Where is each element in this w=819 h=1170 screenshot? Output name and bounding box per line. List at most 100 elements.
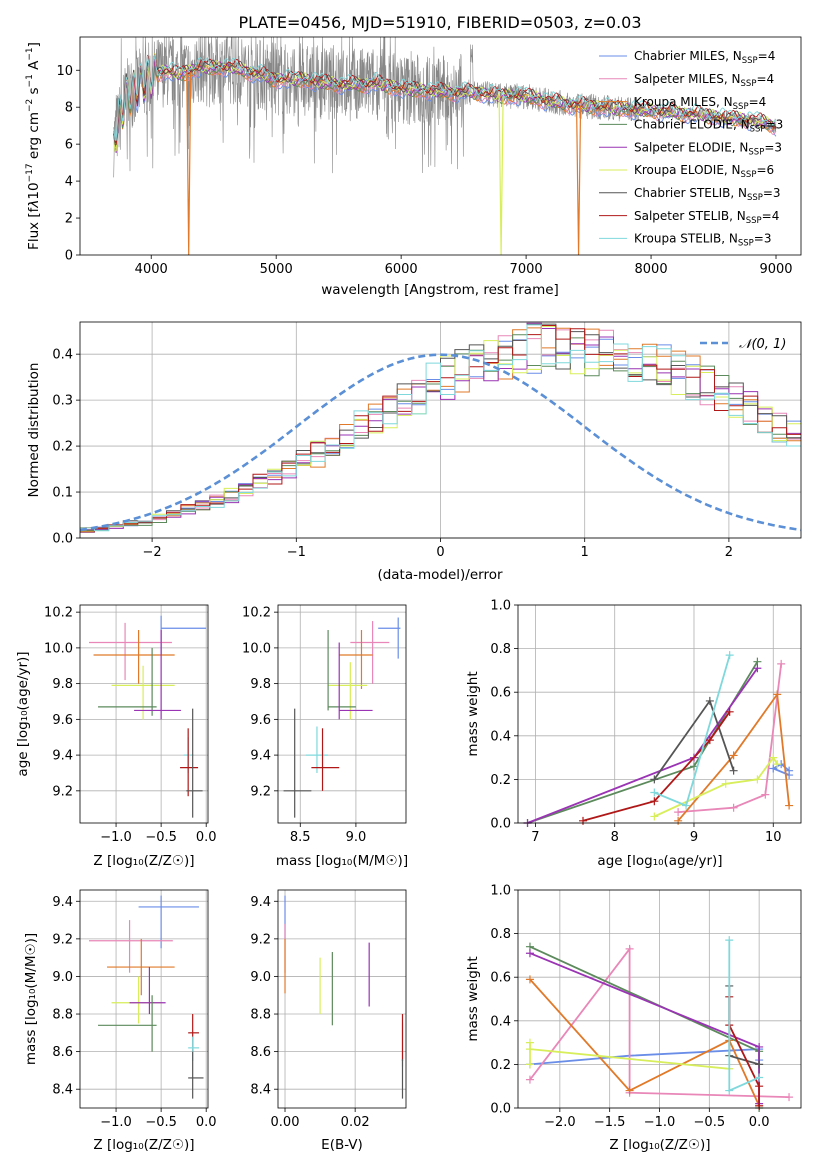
mass-age-ytick-label: 10.0 [242, 641, 271, 656]
z-mass-ylabel: mass [log₁₀(M/M☉)] [23, 933, 39, 1065]
mass-age-panel: 8.5 9.0 9.2 9.4 9.6 9.8 10.0 10.2 mass [log₁₀(M… [242, 604, 408, 869]
histogram-xlabel: (data-model)/error [377, 567, 503, 583]
salpeter-stelib-weight-marker [725, 707, 734, 716]
z-mass-ytick-label: 8.6 [52, 1045, 73, 1060]
age-weight-xtick-label: 9 [690, 830, 698, 845]
histogram-xtick-label: 0 [436, 545, 444, 560]
normal-distribution-curve [79, 353, 802, 532]
histogram-ytick-label: 0.4 [52, 348, 73, 363]
age-weight-xtick-label: 10 [765, 830, 782, 845]
salpeter-miles-weight-line [529, 946, 790, 1098]
z-age-ytick-label: 9.6 [52, 713, 73, 728]
histogram-ylabel: Normed distribution [26, 363, 42, 498]
chabrier-stelib-weight-marker [705, 696, 714, 705]
kroupa-elodie-weight-marker [753, 775, 762, 784]
salpeter-miles-weight-marker [525, 1075, 534, 1084]
z-weight-xtick-label: −2.0 [544, 1115, 576, 1130]
z-weight-ytick-label: 1.0 [490, 884, 511, 899]
spectrum-ytick-label: 0 [65, 249, 73, 264]
figure-title: PLATE=0456, MJD=51910, FIBERID=0503, z=0… [238, 13, 641, 32]
z-weight-plot-area: −2.0 −1.5 −1.0 −0.5 0.0 0.0 0.2 0.4 0.6 0.8 1.0 [490, 884, 801, 1130]
ebv-mass-ytick-label: 8.4 [250, 1083, 271, 1098]
salpeter-miles-weight-marker [785, 1093, 794, 1102]
kroupa-elodie-weight-marker [773, 760, 782, 769]
z-weight-xtick-label: −1.0 [644, 1115, 676, 1130]
z-age-ytick-label: 9.2 [52, 784, 73, 799]
salpeter-stelib-weight-marker [705, 736, 714, 745]
spectrum-xtick-label: 4000 [135, 262, 168, 277]
z-weight-xtick-label: −1.5 [594, 1115, 626, 1130]
kroupa-stelib-weight-marker [725, 936, 734, 945]
z-age-panel: −1.0 −0.5 0.0 9.2 9.4 9.6 9.8 10.0 10.2 Z [log₁₀… [15, 604, 217, 869]
z-age-ytick-label: 9.4 [52, 749, 73, 764]
spectrum-ytick-label: 4 [65, 175, 73, 190]
legend-label-salpeter-stelib: Salpeter STELIB, NSSP=4 [634, 209, 779, 226]
kroupa-stelib-weight-line [653, 654, 731, 807]
spectrum-ytick-label: 2 [65, 212, 73, 227]
age-weight-xlabel: age [log₁₀(age/yr)] [597, 853, 722, 869]
ebv-mass-axes-frame [277, 889, 407, 1109]
ebv-mass-xtick-label: 0.00 [271, 1115, 300, 1130]
salpeter-miles-weight-marker [761, 790, 770, 799]
title-group: PLATE=0456, MJD=51910, FIBERID=0503, z=0… [238, 13, 641, 32]
chabrier-elodie-weight-line [527, 661, 759, 824]
absorption-dip-line [575, 105, 582, 256]
histogram-legend: 𝒩(0, 1) [700, 337, 786, 352]
kroupa-miles-weight-line [677, 691, 790, 822]
age-weight-ylabel: mass weight [465, 671, 481, 756]
salpeter-miles-weight-marker [777, 659, 786, 668]
z-weight-panel: −2.0 −1.5 −1.0 −0.5 0.0 0.0 0.2 0.4 0.6 0.8 1.0 Z … [465, 884, 802, 1153]
ebv-mass-xtick-label: 0.02 [341, 1115, 370, 1130]
histogram-plot-area: −2 −1 0 1 2 0.0 0.1 0.2 0.3 0.4 [52, 322, 802, 560]
chabrier-stelib-weight-marker [650, 775, 659, 784]
histogram-ytick-label: 0.0 [52, 532, 73, 547]
kroupa-stelib-weight-line [728, 940, 760, 1092]
age-weight-axes-frame [517, 604, 802, 824]
absorption-dip-line [498, 96, 504, 256]
z-age-ytick-label: 10.2 [44, 606, 73, 621]
z-age-ytick-label: 10.0 [44, 641, 73, 656]
age-weight-ytick-label: 0.2 [490, 773, 511, 788]
kroupa-elodie-weight-marker [721, 779, 730, 788]
mass-age-ytick-label: 9.6 [250, 713, 271, 728]
mass-age-ytick-label: 9.8 [250, 677, 271, 692]
gauss-legend-label: 𝒩(0, 1) [739, 337, 786, 352]
salpeter-stelib-weight-marker [755, 1101, 764, 1110]
chabrier-stelib-model-line [113, 54, 777, 146]
legend-label-chabrier-elodie: Chabrier ELODIE, NSSP=3 [634, 118, 783, 135]
kroupa-stelib-model-line [113, 54, 777, 141]
ebv-mass-ytick-label: 9.0 [250, 970, 271, 985]
z-mass-ytick-label: 9.4 [52, 895, 73, 910]
z-mass-panel: −1.0 −0.5 0.0 8.4 8.6 8.8 9.0 9.2 9.4 Z [log₁₀(Z… [23, 889, 217, 1153]
age-weight-ytick-label: 0.6 [490, 686, 511, 701]
kroupa-miles-weight-marker [525, 975, 534, 984]
z-weight-xtick-label: 0.0 [749, 1115, 770, 1130]
ebv-mass-panel: 0.00 0.02 8.4 8.6 8.8 9.0 9.2 9.4 E(B-V) [250, 889, 407, 1153]
histogram-ytick-label: 0.1 [52, 486, 73, 501]
z-mass-plot-area: −1.0 −0.5 0.0 8.4 8.6 8.8 9.0 9.2 9.4 [52, 890, 217, 1130]
salpeter-elodie-weight-marker [525, 949, 534, 958]
spectrum-xlabel: wavelength [Angstrom, rest frame] [321, 282, 559, 298]
spectrum-panel: 4000 5000 6000 7000 8000 9000 0 2 4 6 8 10 waveleng… [25, 36, 802, 298]
z-age-xtick-label: −1.0 [100, 830, 132, 845]
spectrum-ytick-label: 10 [56, 64, 73, 79]
mass-age-ytick-label: 9.2 [250, 784, 271, 799]
age-weight-plot-area: 7 8 9 10 0.0 0.2 0.4 0.6 0.8 1.0 [490, 599, 801, 845]
z-weight-xlabel: Z [log₁₀(Z/Z☉)] [609, 1137, 710, 1153]
spectrum-xtick-label: 9000 [759, 262, 792, 277]
z-weight-axes-frame [517, 889, 802, 1109]
ebv-mass-ytick-label: 8.8 [250, 1008, 271, 1023]
spectrum-ytick-label: 6 [65, 138, 73, 153]
spectrum-xtick-label: 8000 [635, 262, 668, 277]
legend-label-salpeter-miles: Salpeter MILES, NSSP=4 [634, 72, 774, 89]
mass-age-plot-area: 8.5 9.0 9.2 9.4 9.6 9.8 10.0 10.2 [242, 605, 406, 845]
chabrier-miles-weight-line [529, 1048, 760, 1066]
mass-age-axes-frame [277, 604, 407, 824]
z-mass-xlabel: Z [log₁₀(Z/Z☉)] [93, 1137, 194, 1153]
z-age-ytick-label: 9.8 [52, 677, 73, 692]
kroupa-stelib-weight-marker [650, 788, 659, 797]
age-weight-ytick-label: 0.4 [490, 729, 511, 744]
salpeter-elodie-weight-line [527, 667, 759, 824]
kroupa-stelib-weight-marker [682, 801, 691, 810]
spectrum-xtick-label: 6000 [385, 262, 418, 277]
